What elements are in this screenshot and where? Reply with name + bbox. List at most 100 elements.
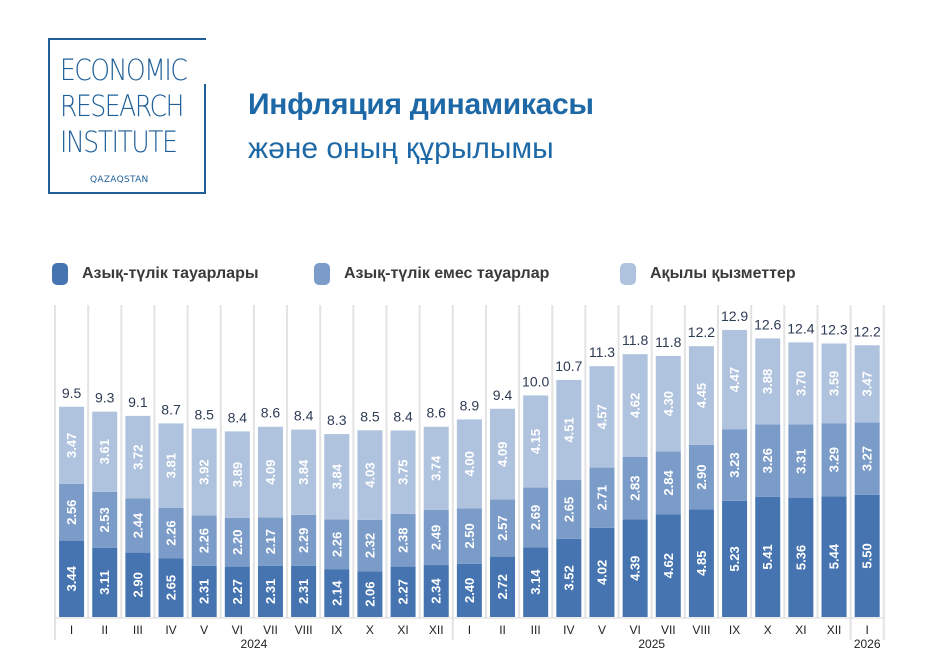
bar-segment-nonfood[interactable] (722, 429, 748, 501)
bar-segment-food[interactable] (324, 569, 350, 617)
bar-segment-food[interactable] (655, 514, 681, 617)
total-label: 8.6 (426, 405, 446, 421)
data-label-food: 2.06 (362, 581, 377, 606)
data-label-food: 4.39 (628, 556, 643, 581)
bar-segment-nonfood[interactable] (125, 498, 151, 553)
data-label-nonfood: 2.90 (694, 464, 709, 489)
bar-segment-services[interactable] (291, 429, 317, 515)
data-label-services: 4.62 (628, 393, 643, 418)
bar-segment-food[interactable] (92, 547, 118, 617)
data-label-services: 4.57 (594, 404, 609, 429)
bar-segment-services[interactable] (523, 395, 549, 488)
bar-segment-food[interactable] (821, 496, 847, 617)
data-label-services: 3.61 (97, 439, 112, 464)
bar-segment-food[interactable] (291, 565, 317, 617)
data-label-services: 4.30 (661, 391, 676, 416)
bar-segment-food[interactable] (722, 500, 748, 617)
bar-segment-services[interactable] (390, 430, 416, 514)
data-label-services: 3.47 (64, 433, 79, 458)
logo-text-line-2: RESEARCH (60, 89, 184, 123)
bar-segment-food[interactable] (423, 565, 449, 617)
bar-segment-nonfood[interactable] (291, 514, 317, 566)
bar-segment-nonfood[interactable] (854, 422, 880, 495)
data-label-services: 3.84 (329, 463, 344, 489)
bar-segment-services[interactable] (788, 342, 814, 425)
bar-segment-nonfood[interactable] (622, 456, 648, 520)
bar-segment-food[interactable] (788, 498, 814, 617)
data-label-services: 3.59 (827, 371, 842, 396)
bar-segment-services[interactable] (589, 366, 615, 468)
total-label: 8.5 (360, 408, 380, 424)
total-label: 11.8 (655, 334, 681, 350)
bar-segment-nonfood[interactable] (423, 509, 449, 566)
bar-segment-food[interactable] (191, 565, 217, 617)
data-label-food: 2.14 (329, 580, 344, 606)
bar-segment-nonfood[interactable] (589, 467, 615, 528)
bar-segment-services[interactable] (224, 431, 250, 518)
bar-segment-food[interactable] (688, 509, 714, 617)
bar-segment-services[interactable] (556, 379, 582, 481)
bar-segment-services[interactable] (191, 428, 217, 516)
bar-segment-services[interactable] (423, 426, 449, 510)
bar-segment-food[interactable] (755, 496, 781, 617)
bar-segment-nonfood[interactable] (390, 513, 416, 567)
bar-segment-services[interactable] (125, 415, 151, 499)
bar-segment-food[interactable] (456, 563, 482, 617)
bar-segment-food[interactable] (854, 494, 880, 617)
bar-segment-nonfood[interactable] (456, 508, 482, 564)
bar-segment-food[interactable] (490, 556, 516, 617)
bar-segment-food[interactable] (523, 547, 549, 617)
bar-segment-services[interactable] (59, 406, 85, 484)
bar-segment-food[interactable] (556, 538, 582, 617)
bar-segment-nonfood[interactable] (821, 423, 847, 497)
bar-segment-nonfood[interactable] (655, 451, 681, 515)
bar-segment-nonfood[interactable] (191, 515, 217, 566)
bar-segment-nonfood[interactable] (59, 483, 85, 541)
bar-segment-services[interactable] (456, 419, 482, 509)
x-tick-label: VIII (295, 623, 313, 637)
x-tick-label: IV (563, 623, 574, 637)
bar-segment-nonfood[interactable] (158, 507, 184, 559)
bar-segment-services[interactable] (854, 345, 880, 423)
bar-segment-food[interactable] (224, 566, 250, 617)
bar-segment-food[interactable] (257, 565, 283, 617)
bar-segment-nonfood[interactable] (224, 517, 250, 567)
bar-segment-food[interactable] (59, 540, 85, 617)
bar-segment-nonfood[interactable] (556, 480, 582, 539)
bar-segment-services[interactable] (357, 430, 383, 520)
x-tick-label: XI (795, 623, 806, 637)
total-label: 12.4 (787, 320, 814, 336)
bar-segment-services[interactable] (92, 411, 118, 492)
bar-segment-nonfood[interactable] (788, 424, 814, 499)
bar-segment-services[interactable] (158, 423, 184, 508)
bar-segment-services[interactable] (655, 355, 681, 452)
bar-segment-services[interactable] (622, 354, 648, 457)
bar-segment-services[interactable] (688, 346, 714, 445)
bar-segment-food[interactable] (125, 552, 151, 617)
data-label-nonfood: 2.20 (230, 530, 245, 555)
bar-segment-services[interactable] (257, 426, 283, 518)
bar-segment-nonfood[interactable] (490, 499, 516, 557)
data-label-food: 4.02 (594, 560, 609, 585)
bar-segment-nonfood[interactable] (324, 519, 350, 570)
bar-segment-food[interactable] (390, 566, 416, 617)
bar-segment-food[interactable] (158, 558, 184, 617)
total-label: 8.6 (261, 405, 281, 421)
bar-segment-food[interactable] (589, 527, 615, 617)
bar-segment-services[interactable] (722, 329, 748, 430)
bar-segment-services[interactable] (821, 343, 847, 424)
logo-subtitle: QAZAQSTAN (90, 175, 149, 185)
bar-segment-nonfood[interactable] (257, 517, 283, 566)
bar-segment-nonfood[interactable] (92, 491, 118, 548)
bar-segment-nonfood[interactable] (357, 519, 383, 572)
bar-segment-services[interactable] (324, 434, 350, 520)
bar-segment-nonfood[interactable] (523, 487, 549, 548)
bar-segment-food[interactable] (357, 571, 383, 617)
bar-segment-nonfood[interactable] (688, 444, 714, 510)
data-label-food: 2.31 (296, 579, 311, 604)
bar-segment-services[interactable] (490, 408, 516, 500)
bar-segment-nonfood[interactable] (755, 424, 781, 497)
data-label-food: 2.90 (130, 572, 145, 597)
bar-segment-services[interactable] (755, 338, 781, 425)
bar-segment-food[interactable] (622, 519, 648, 617)
